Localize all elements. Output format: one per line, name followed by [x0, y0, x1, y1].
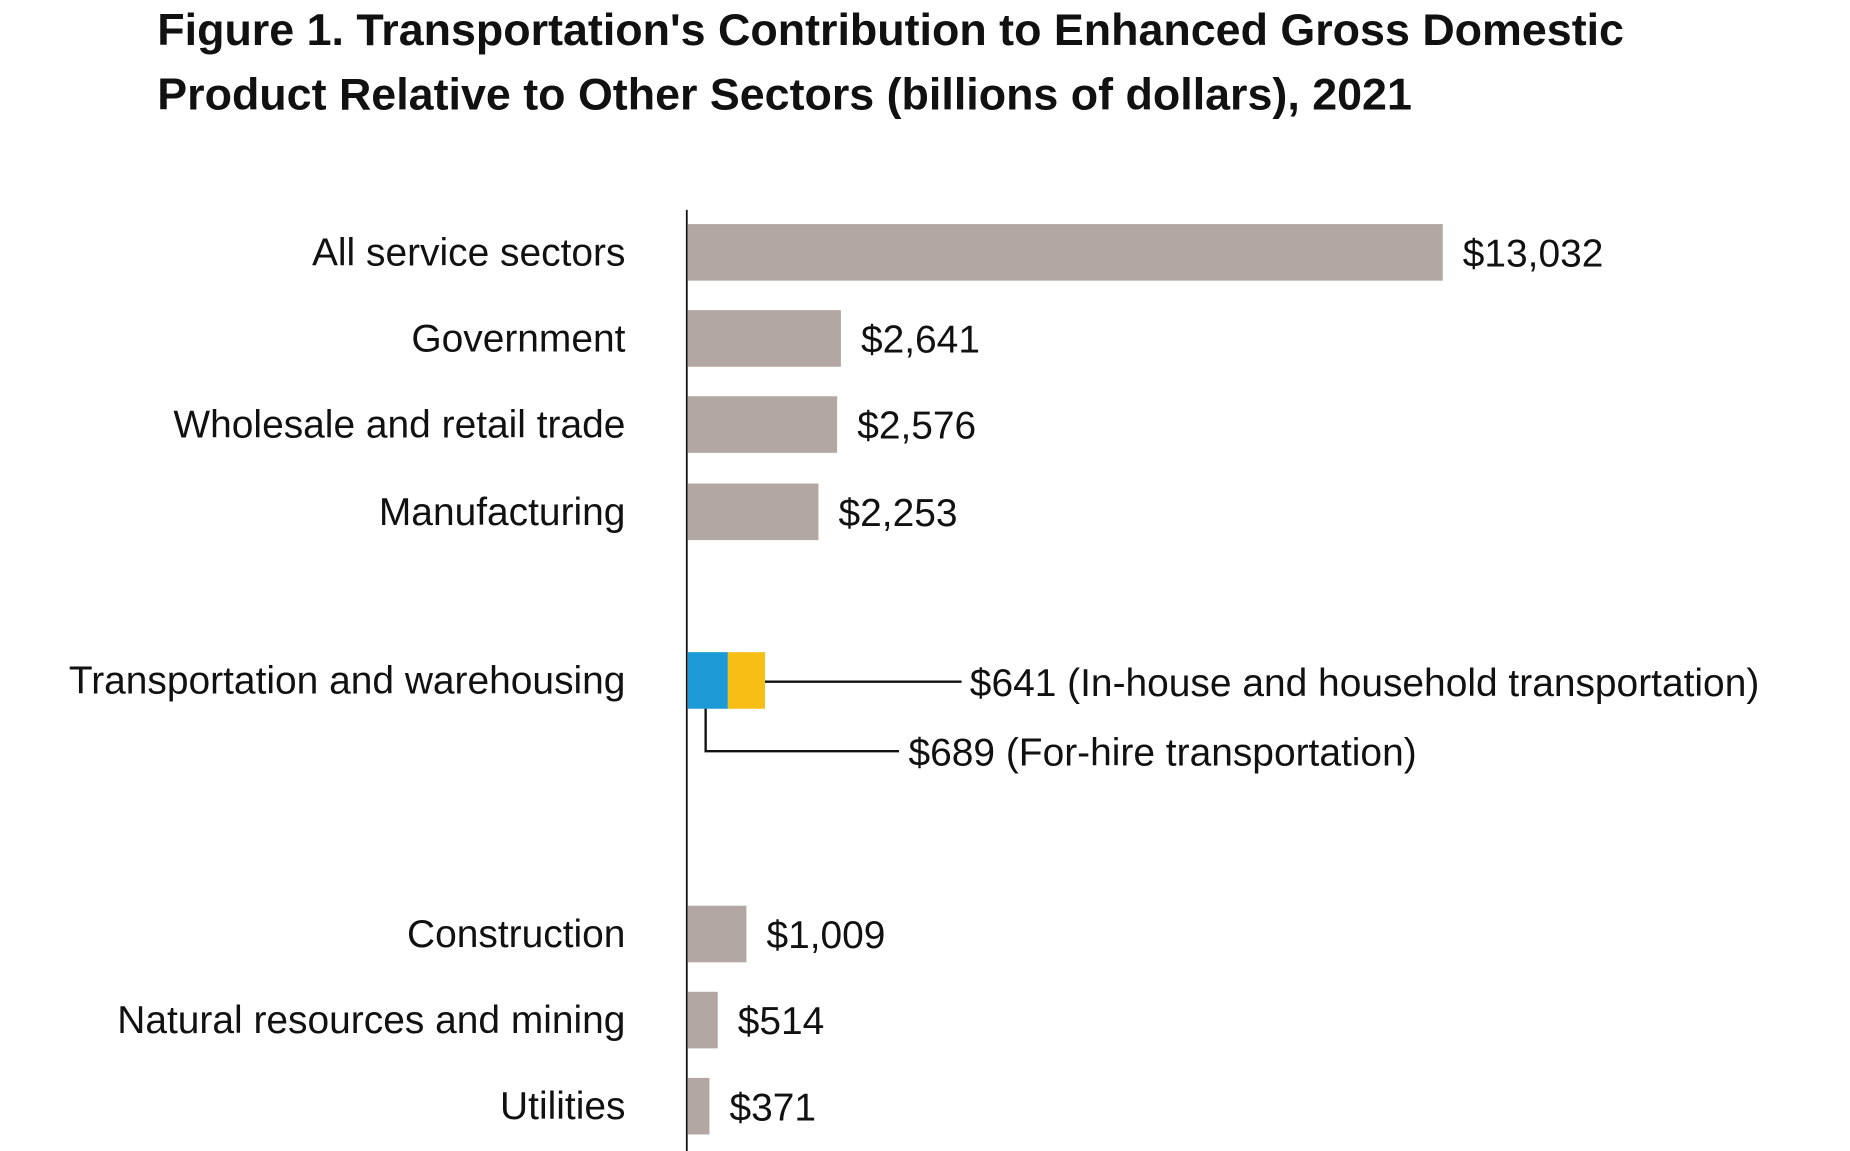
bar	[687, 991, 718, 1049]
value-label: $2,253	[838, 492, 957, 535]
stacked-bar-segment	[687, 652, 728, 709]
category-label: Natural resources and mining	[117, 999, 625, 1042]
category-label: Government	[411, 317, 625, 360]
bar	[687, 396, 838, 453]
bar	[687, 1077, 710, 1135]
value-label: $2,641	[861, 319, 980, 362]
value-label: $13,032	[1463, 233, 1604, 276]
category-label: Utilities	[500, 1085, 625, 1128]
value-label: $371	[729, 1086, 816, 1129]
bar	[687, 310, 841, 367]
chart-title-line-1: Figure 1. Transportation's Contribution …	[157, 5, 1624, 55]
category-label: Manufacturing	[379, 491, 626, 534]
value-label: $2,576	[857, 405, 976, 448]
chart-title-line-2: Product Relative to Other Sectors (billi…	[157, 70, 1412, 120]
category-label: Transportation and warehousing	[69, 659, 626, 702]
bar	[687, 483, 819, 541]
bar	[687, 905, 747, 963]
stacked-bar-segment	[727, 652, 765, 709]
category-label: Wholesale and retail trade	[173, 404, 625, 447]
value-label: $514	[738, 1000, 825, 1043]
value-label: $641 (In-house and household transportat…	[970, 662, 1760, 705]
bar	[687, 224, 1443, 281]
leader-line	[704, 708, 900, 753]
category-label: Construction	[407, 913, 625, 956]
category-label: All service sectors	[312, 231, 626, 274]
value-label: $689 (For-hire transportation)	[908, 731, 1416, 774]
value-label: $1,009	[766, 914, 885, 957]
